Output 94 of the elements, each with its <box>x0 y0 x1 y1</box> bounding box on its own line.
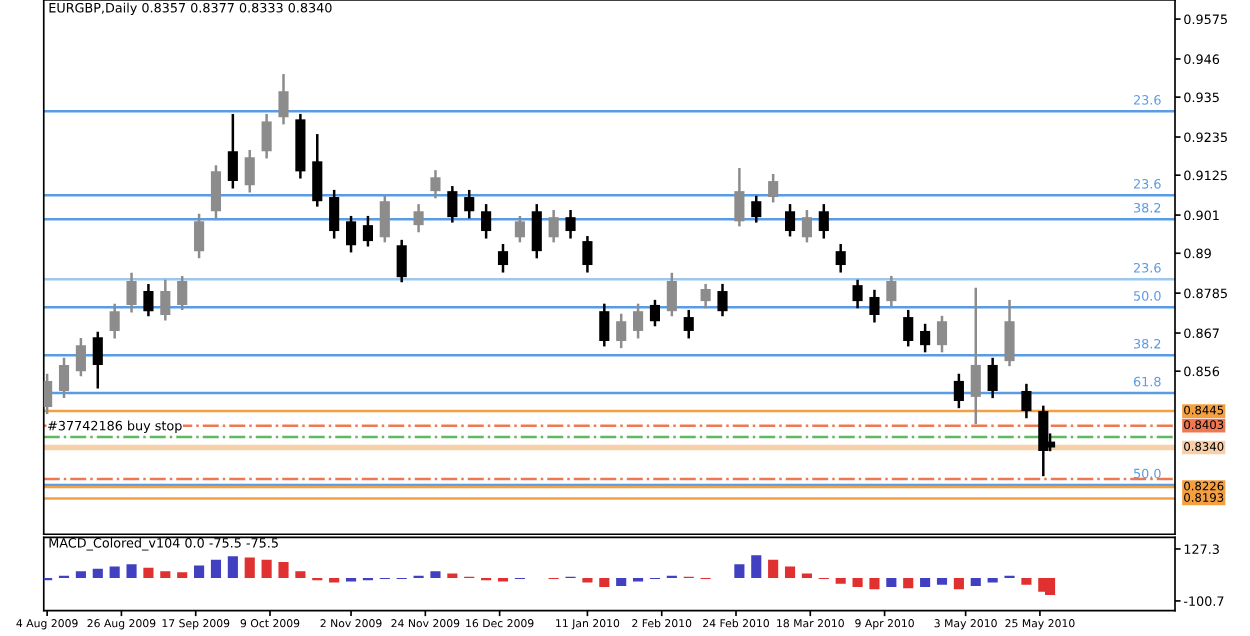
candlestick <box>717 283 728 317</box>
candlestick <box>818 204 829 239</box>
candlestick <box>1004 299 1015 367</box>
candlestick <box>784 204 796 237</box>
candlestick <box>920 323 931 353</box>
candlestick <box>160 279 171 321</box>
bar <box>329 577 340 583</box>
candlestick <box>261 113 272 159</box>
candlestick <box>109 303 120 339</box>
bar <box>835 577 846 584</box>
candlestick <box>430 170 441 199</box>
candlestick <box>734 168 745 227</box>
bar <box>582 577 593 583</box>
candlestick <box>970 287 981 425</box>
candlestick <box>126 272 137 313</box>
bar <box>1021 577 1032 585</box>
candlestick <box>683 309 694 339</box>
candlestick <box>329 189 340 239</box>
candlestick <box>582 236 593 273</box>
candlestick <box>345 215 357 253</box>
bar <box>109 566 120 578</box>
bar <box>227 556 238 578</box>
bar <box>768 559 779 578</box>
bar <box>936 577 948 585</box>
candlestick <box>177 275 188 310</box>
candlestick <box>244 150 255 193</box>
candlestick <box>953 373 964 409</box>
candlestick <box>194 213 205 259</box>
candlestick <box>700 283 711 309</box>
candlestick <box>278 74 289 125</box>
candlestick <box>447 186 458 223</box>
candlestick <box>481 204 492 239</box>
bar <box>1044 577 1056 596</box>
candlestick <box>903 309 914 347</box>
candlestick <box>869 289 880 323</box>
bar <box>751 555 762 578</box>
candlestick <box>497 244 509 273</box>
candlestick <box>599 303 610 347</box>
candlestick <box>413 204 424 233</box>
candlestick <box>75 338 86 377</box>
candlestick <box>1021 383 1032 419</box>
candlestick <box>43 373 53 415</box>
candlestick <box>886 275 897 307</box>
bar <box>734 564 745 578</box>
candlestick <box>666 272 677 317</box>
candlestick <box>768 173 779 203</box>
bar <box>852 577 863 588</box>
bar <box>430 571 441 578</box>
bar <box>920 577 931 588</box>
candlestick <box>936 315 948 353</box>
candlestick <box>852 279 863 309</box>
candlestick <box>58 357 70 399</box>
bar <box>194 565 205 578</box>
bar <box>126 564 137 578</box>
candlestick <box>514 215 525 243</box>
candlestick <box>362 215 373 247</box>
bar <box>869 577 880 590</box>
bar <box>953 577 964 590</box>
bar <box>160 571 171 578</box>
bar <box>903 577 914 589</box>
candlestick <box>751 195 762 223</box>
bar <box>784 566 796 578</box>
bar <box>75 571 86 578</box>
candlestick <box>801 210 812 243</box>
candlestick <box>143 283 154 317</box>
candlestick <box>210 165 222 219</box>
candlestick <box>633 303 644 339</box>
candlestick <box>616 313 627 349</box>
bar <box>278 562 289 578</box>
candlestick <box>531 204 542 259</box>
bar <box>886 577 897 588</box>
candlestick <box>548 210 559 243</box>
candlestick <box>464 189 475 219</box>
candlestick <box>227 113 238 189</box>
bar <box>92 568 103 578</box>
candlestick <box>649 299 661 327</box>
bar <box>616 577 627 586</box>
candlestick <box>312 134 323 207</box>
bar <box>244 557 255 578</box>
bar <box>143 567 154 578</box>
candlestick <box>92 331 103 389</box>
bar <box>261 559 272 578</box>
candlestick <box>565 210 576 239</box>
candlestick <box>1038 405 1049 477</box>
candlestick <box>396 239 407 283</box>
bar <box>599 577 610 588</box>
candlestick <box>987 357 998 399</box>
bar <box>987 577 998 583</box>
bar <box>970 577 981 586</box>
bar <box>210 559 222 578</box>
bar <box>177 572 188 578</box>
bar <box>295 571 306 578</box>
candlestick <box>835 244 846 273</box>
candlestick <box>379 195 390 243</box>
